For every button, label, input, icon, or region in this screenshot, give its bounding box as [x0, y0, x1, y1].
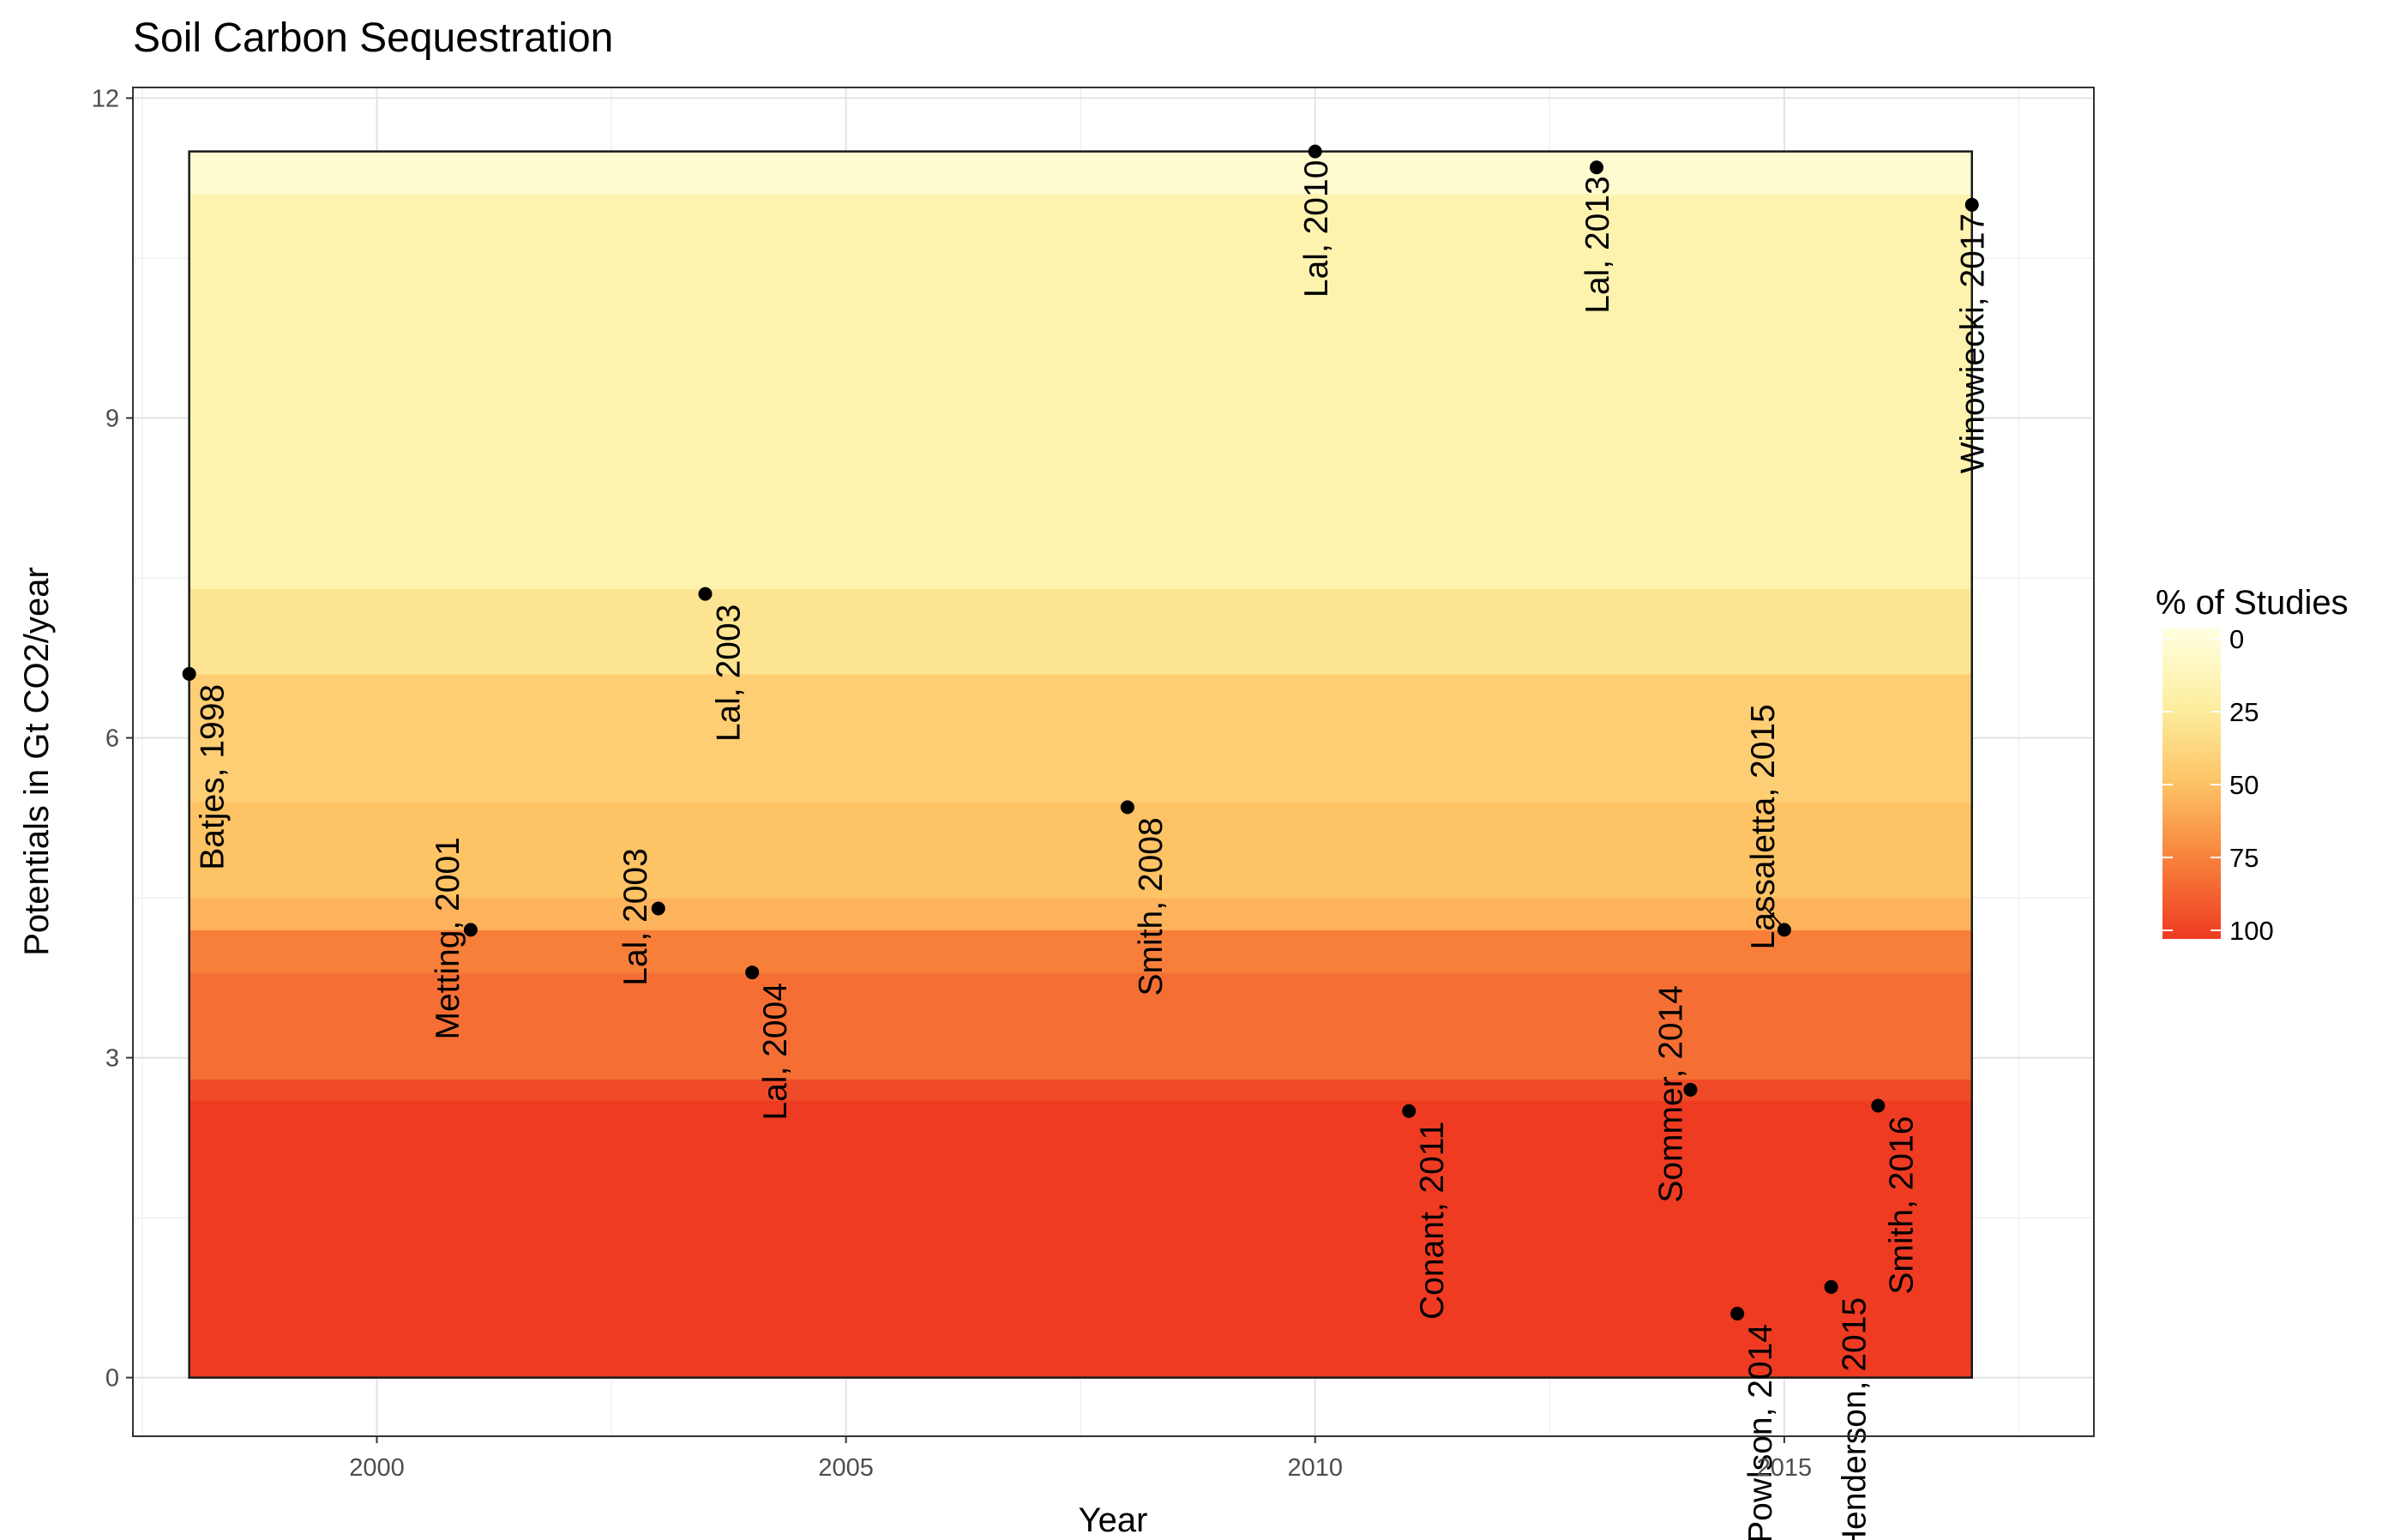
percent-band [189, 194, 1972, 589]
point-label: Lal, 2013 [1579, 176, 1616, 313]
percent-band [189, 802, 1972, 899]
legend-title: % of Studies [2156, 584, 2349, 622]
data-point [745, 966, 760, 980]
point-label: Smith, 2008 [1133, 817, 1170, 996]
data-point [1964, 197, 1979, 212]
point-label: Lal, 2010 [1298, 160, 1335, 298]
x-tick-label: 2005 [818, 1454, 874, 1482]
data-point [698, 587, 713, 601]
data-point [463, 923, 478, 937]
point-label: Henderson, 2015 [1837, 1297, 1874, 1540]
x-tick-label: 2000 [349, 1454, 405, 1482]
data-point [1590, 160, 1604, 175]
data-point [1683, 1082, 1698, 1097]
x-axis-title: Year [1079, 1501, 1148, 1539]
percent-band [189, 929, 1972, 973]
data-point [1120, 800, 1134, 815]
data-point [651, 901, 665, 916]
band-outline [188, 150, 1973, 1379]
percent-band [189, 1079, 1972, 1101]
point-label: Lal, 2004 [757, 983, 794, 1120]
point-label: Smith, 2016 [1883, 1116, 1920, 1295]
point-label: Conant, 2011 [1414, 1122, 1451, 1320]
y-axis-title: Potentials in Gt CO2/year [18, 567, 56, 956]
data-point [1777, 923, 1791, 937]
legend-tick-label: 25 [2229, 697, 2259, 727]
percent-band [189, 151, 1972, 195]
point-label: Sommer, 2014 [1652, 985, 1689, 1203]
legend-tick-label: 0 [2229, 624, 2244, 654]
point-label: Winowiecki, 2017 [1955, 214, 1992, 473]
x-tick-label: 2010 [1288, 1454, 1344, 1482]
legend-tick-label: 50 [2229, 770, 2259, 800]
data-point [1308, 144, 1322, 159]
y-tick-label: 3 [105, 1045, 119, 1073]
point-labels: Batjes, 1998 Metting, 2001 Lal, 2003 Lal, 2… [195, 160, 1992, 1540]
percent-band [189, 588, 1972, 675]
legend-tick-label: 100 [2229, 916, 2274, 946]
point-label: Lassaletta, 2015 [1745, 704, 1782, 949]
y-tick-label: 12 [92, 85, 119, 112]
y-tick-label: 0 [105, 1365, 119, 1393]
point-label: Lal, 2003 [617, 848, 654, 985]
data-points [182, 144, 1979, 1320]
plot-panel-border [132, 87, 2095, 1437]
y-tick-label: 9 [105, 405, 119, 432]
percent-bands [188, 150, 1973, 1379]
point-label: Metting, 2001 [430, 837, 466, 1039]
y-axis: 0 3 6 9 12 [92, 85, 133, 1393]
x-axis: 2000 2005 2010 2015 [349, 1436, 1812, 1482]
data-point [1402, 1104, 1417, 1118]
chart-title: Soil Carbon Sequestration [133, 15, 613, 61]
data-point [1730, 1307, 1745, 1320]
percent-band [189, 673, 1972, 803]
legend: % of Studies 0 25 50 75 100 [2156, 584, 2349, 946]
legend-tick-label: 75 [2229, 843, 2259, 873]
label-leader-line [1765, 906, 1782, 926]
point-label: Lal, 2003 [710, 605, 747, 742]
point-label: Powlson, 2014 [1742, 1324, 1779, 1540]
percent-band [189, 898, 1972, 930]
percent-band [189, 972, 1972, 1080]
data-point [1871, 1098, 1886, 1113]
percent-band [189, 1100, 1972, 1379]
data-point [1824, 1279, 1838, 1294]
point-label: Batjes, 1998 [195, 684, 232, 870]
y-tick-label: 6 [105, 725, 119, 753]
x-tick-label: 2015 [1757, 1454, 1813, 1482]
data-point [182, 666, 196, 681]
